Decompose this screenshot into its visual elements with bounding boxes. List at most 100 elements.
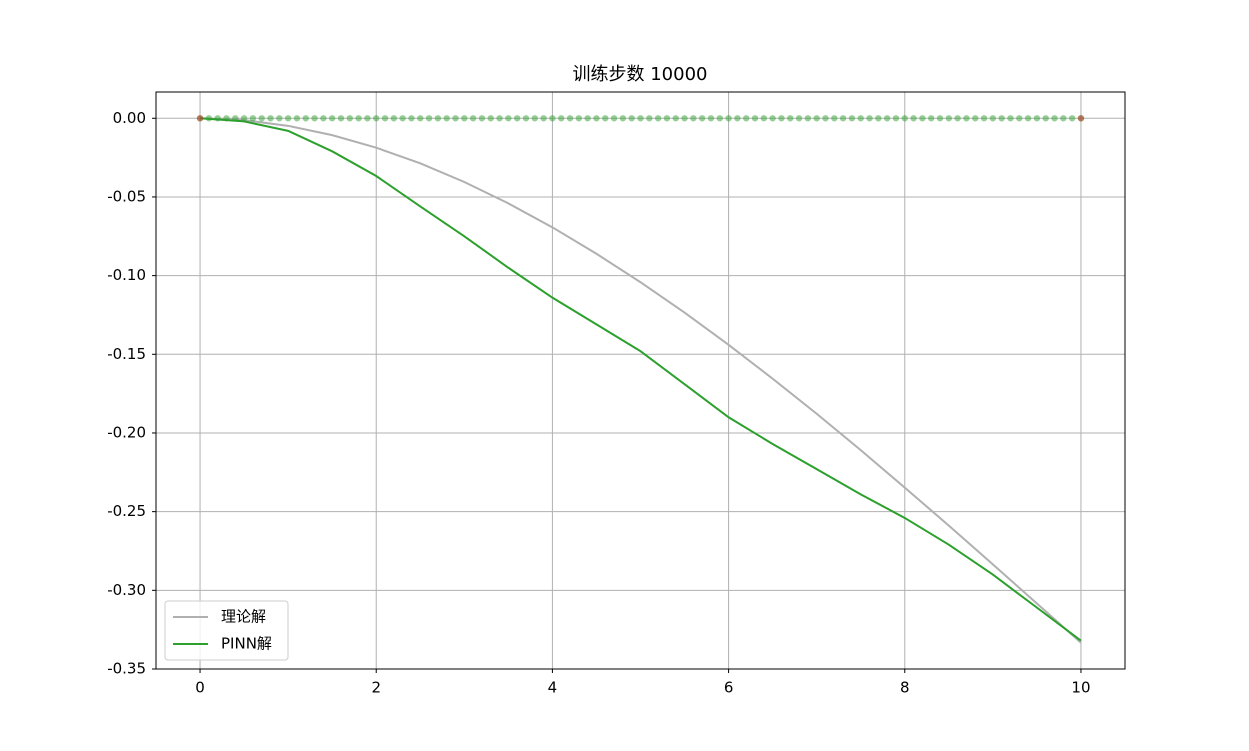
scatter-point [787,115,794,122]
scatter-point [901,115,908,122]
scatter-point [276,115,283,122]
legend-box [164,600,289,661]
y-tick-label: 0.00 [113,109,146,127]
scatter-point [628,115,635,122]
legend-label: PINN解 [221,635,272,653]
scatter-point [320,115,327,122]
scatter-point [513,115,521,122]
scatter-point [769,115,776,122]
scatter-point [205,115,213,122]
scatter-point [267,115,274,122]
scatter-point [637,115,644,122]
scatter-point [584,115,591,122]
scatter-point [328,115,336,122]
y-tick-label: -0.20 [107,423,146,441]
scatter-point [575,115,583,122]
scatter-point [566,115,574,122]
scatter-point [602,115,609,122]
scatter-point [945,115,953,122]
scatter-point [399,115,406,122]
scatter-point [892,115,900,122]
scatter-point [839,115,847,122]
scatter-point [337,115,345,122]
scatter-point [751,115,759,122]
scatter-point [734,115,741,122]
scatter-point [478,115,486,122]
scatter-point [619,115,627,122]
scatter-point [487,115,494,122]
legend-label: 理论解 [221,608,266,626]
scatter-point [1016,115,1023,122]
scatter-point [910,115,917,122]
scatter-point [989,115,997,122]
plot-area [196,115,1085,644]
scatter-point [223,115,230,122]
x-tick-label: 4 [548,679,558,697]
line-series [200,117,1082,644]
scatter-point [284,115,292,122]
legend: 理论解 PINN解 [164,600,289,661]
scatter-point [214,115,221,122]
scatter-point [883,115,891,122]
scatter-point [355,115,362,122]
scatter-point [549,115,556,122]
line-series [199,117,1082,642]
scatter-point [496,115,503,122]
scatter-point [1077,115,1085,122]
scatter-point [425,115,433,122]
scatter-point [707,115,715,122]
y-tick-label: -0.25 [107,502,146,520]
chart-title: 训练步数 10000 [573,64,708,85]
scatter-point [698,115,706,122]
scatter-point [972,115,979,122]
scatter-point [936,115,944,122]
scatter-point [998,115,1005,122]
scatter-point [346,115,353,122]
scatter-point [778,115,785,122]
scatter-point [919,115,926,122]
scatter-point [408,115,415,122]
scatter-point [558,115,565,122]
scatter-point [743,115,750,122]
scatter-point [1068,115,1076,122]
scatter-point [875,115,882,122]
scatter-point [672,115,679,122]
x-tick-label: 2 [371,679,381,697]
axes-frame [155,91,1126,670]
scatter-point [654,115,662,122]
scatter-point [302,115,309,122]
scatter-point [196,115,204,122]
scatter-point [954,115,961,122]
scatter-point [1007,115,1014,122]
scatter-point [980,115,988,122]
scatter-point [311,115,318,122]
scatter-point [390,115,398,122]
scatter-point [866,115,873,122]
x-tick-label: 6 [724,679,734,697]
scatter-point [760,115,768,122]
scatter-point [522,115,530,122]
y-tick-label: -0.30 [107,581,146,599]
scatter-point [1060,115,1067,122]
scatter-point [725,115,732,122]
scatter-point [690,115,697,122]
scatter-point [963,115,970,122]
scatter-point [1042,115,1049,122]
y-tick-label: -0.35 [107,660,146,678]
y-tick-label: -0.05 [107,187,146,205]
scatter-point [795,115,803,122]
scatter-point [848,115,856,122]
x-tick-label: 10 [1071,679,1090,697]
scatter-point [364,115,371,122]
scatter-point [1033,115,1041,122]
scatter-point [443,115,450,122]
scatter-point [293,115,301,122]
scatter-point [381,115,389,122]
scatter-point [373,115,380,122]
scatter-point [716,115,723,122]
x-tick-label: 8 [900,679,910,697]
scatter-point [505,115,512,122]
scatter-point [531,115,538,122]
